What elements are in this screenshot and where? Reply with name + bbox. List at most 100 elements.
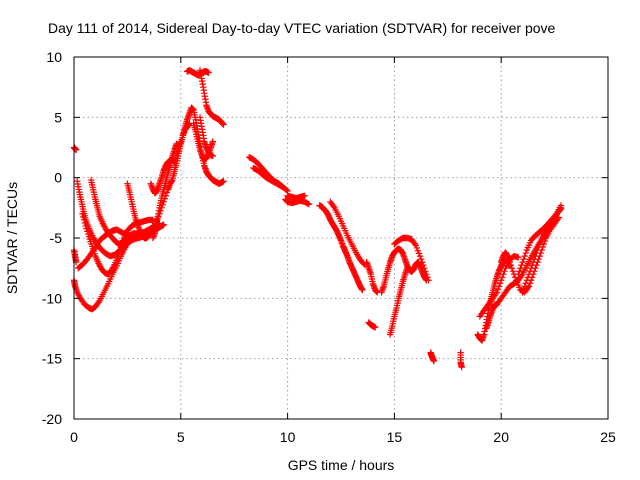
data-point xyxy=(534,246,541,254)
data-point xyxy=(494,286,502,293)
series-arc-7 xyxy=(87,176,142,248)
chart-title: Day 111 of 2014, Sidereal Day-to-day VTE… xyxy=(48,20,556,36)
data-point xyxy=(507,261,515,269)
data-point xyxy=(499,274,506,281)
data-point xyxy=(518,272,525,279)
series-arc-29 xyxy=(457,349,465,371)
data-point xyxy=(519,289,526,296)
data-point xyxy=(220,178,227,185)
data-point xyxy=(535,243,542,251)
data-point xyxy=(509,267,517,275)
y-tick-label: 0 xyxy=(54,170,62,186)
data-point xyxy=(505,255,512,263)
series-arc-27 xyxy=(391,234,432,284)
data-point xyxy=(528,261,536,269)
data-point xyxy=(209,152,217,160)
series-arc-22 xyxy=(327,198,368,268)
data-point xyxy=(421,264,428,272)
data-point xyxy=(491,301,498,308)
data-point xyxy=(420,261,427,269)
data-point xyxy=(498,277,505,284)
series-arc-36 xyxy=(483,301,498,332)
data-point xyxy=(371,324,379,331)
data-point xyxy=(517,264,524,272)
data-point xyxy=(283,186,290,194)
data-point xyxy=(177,138,184,145)
data-point xyxy=(301,192,308,199)
data-point xyxy=(518,261,525,269)
data-point xyxy=(495,283,503,290)
data-points xyxy=(70,67,565,371)
y-axis-label: SDTVAR / TECUs xyxy=(4,182,20,294)
x-tick-label: 0 xyxy=(70,429,78,445)
data-point xyxy=(280,184,287,191)
y-tick-label: 10 xyxy=(46,49,62,65)
data-point xyxy=(209,138,217,145)
data-point xyxy=(506,258,513,266)
data-point xyxy=(557,204,565,212)
data-point xyxy=(425,277,432,284)
y-tick-label: -10 xyxy=(42,290,62,306)
data-point xyxy=(519,258,526,266)
data-point xyxy=(418,258,426,266)
data-point xyxy=(500,271,507,278)
data-point xyxy=(80,216,88,224)
data-point xyxy=(110,262,117,270)
data-point xyxy=(416,252,424,260)
y-tick-label: -20 xyxy=(42,411,62,427)
data-point xyxy=(411,240,418,247)
data-point xyxy=(220,121,227,128)
series-arc-25 xyxy=(378,245,430,296)
series-arc-11 xyxy=(149,140,180,242)
data-point xyxy=(422,267,429,275)
data-point xyxy=(205,69,212,76)
series-arc-23 xyxy=(363,258,381,296)
series-arc-18 xyxy=(250,164,287,191)
data-point xyxy=(521,283,528,290)
data-point xyxy=(508,264,516,272)
data-point xyxy=(496,280,504,287)
y-tick-label: -5 xyxy=(50,230,63,246)
series-arc-24 xyxy=(365,319,379,331)
x-tick-label: 25 xyxy=(600,429,616,445)
data-point xyxy=(359,286,366,294)
series-arc-16 xyxy=(196,114,217,160)
data-point xyxy=(163,189,171,196)
data-point xyxy=(522,249,529,257)
data-point xyxy=(515,271,522,278)
series-arc-17 xyxy=(245,153,291,195)
data-point xyxy=(458,363,465,371)
axis-ticks xyxy=(73,56,609,420)
data-point xyxy=(404,264,411,272)
series-arc-21 xyxy=(316,202,366,294)
series-arc-31 xyxy=(476,252,522,320)
data-point xyxy=(173,140,180,148)
data-point xyxy=(525,271,533,278)
x-tick-label: 5 xyxy=(177,429,185,445)
data-point xyxy=(305,201,313,208)
x-tick-labels: 0 5 10 15 20 25 xyxy=(70,429,616,445)
data-point xyxy=(522,280,529,287)
series-arc-14 xyxy=(196,67,227,128)
y-tick-label: 5 xyxy=(54,109,62,125)
data-point xyxy=(556,206,564,213)
data-point xyxy=(493,289,501,296)
data-point xyxy=(492,290,500,298)
data-point xyxy=(531,255,538,263)
data-point xyxy=(424,274,431,281)
data-point xyxy=(532,252,539,260)
data-point xyxy=(555,214,563,221)
y-tick-labels: -20 -15 -10 -5 0 5 10 xyxy=(42,49,62,427)
data-point xyxy=(501,267,508,275)
series-arc-20 xyxy=(284,192,308,202)
data-point xyxy=(515,254,522,261)
data-point xyxy=(511,274,519,281)
data-point xyxy=(423,271,430,278)
data-point xyxy=(430,357,438,365)
series-arc-26 xyxy=(386,264,411,338)
x-axis-label: GPS time / hours xyxy=(288,457,395,473)
data-point xyxy=(530,258,537,266)
x-tick-label: 10 xyxy=(280,429,296,445)
series-arc-19 xyxy=(282,196,313,208)
